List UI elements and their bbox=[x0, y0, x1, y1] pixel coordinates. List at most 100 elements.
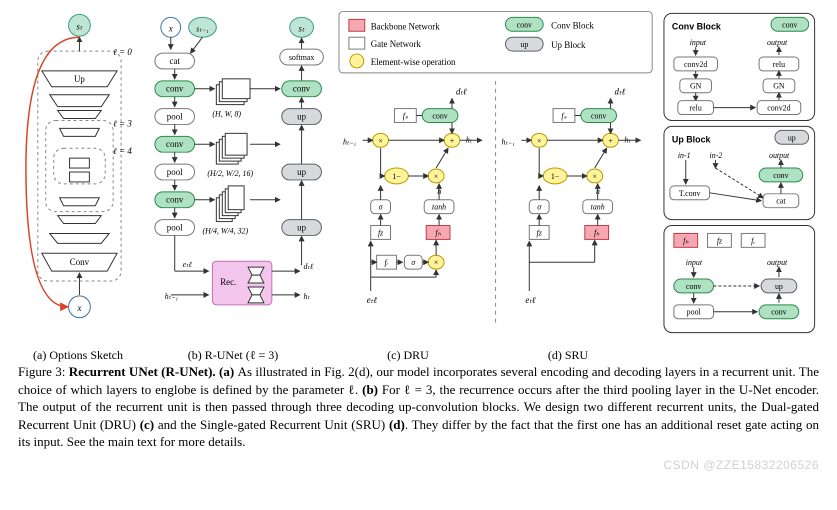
st-label: sₜ bbox=[76, 21, 82, 31]
dim3: (H/4, W/4, 32) bbox=[202, 226, 248, 235]
dim1: (H, W, 8) bbox=[212, 110, 241, 119]
decoder-column: softmax conv up up up bbox=[280, 49, 324, 265]
ub-in1: in-1 bbox=[678, 151, 691, 160]
legend-conv-tag: conv bbox=[517, 20, 532, 29]
ub-conv: conv bbox=[774, 171, 789, 180]
sru-fz: fz bbox=[537, 228, 542, 237]
dl-out: dₜℓ bbox=[303, 262, 313, 271]
cb-n2: relu bbox=[773, 60, 785, 69]
convblock-title: Conv Block bbox=[672, 21, 721, 31]
up3: up bbox=[297, 222, 306, 232]
rec-box: Rec. bbox=[220, 277, 236, 287]
fm-stacks bbox=[216, 79, 250, 222]
legend-up-tag: up bbox=[521, 40, 529, 49]
subcaption-row: (a) Options Sketch (b) R-UNet (ℓ = 3) (c… bbox=[18, 348, 819, 363]
panel-b: x sₜ₋₁ sₜ cat conv pool conv pool conv p… bbox=[143, 8, 331, 338]
sru-el: eₜℓ bbox=[526, 295, 537, 305]
encoder-column: cat conv pool conv pool conv pool bbox=[155, 53, 195, 235]
sru: dₜℓ fₛ conv hₜ₋₁ × + hₜ 1− × σ tanh ĥ fz… bbox=[502, 87, 641, 305]
htm1-in: hₜ₋₁ bbox=[165, 292, 178, 301]
svg-text:×: × bbox=[434, 258, 438, 267]
svg-text:+: + bbox=[609, 136, 614, 145]
el-in: eₜℓ bbox=[183, 260, 193, 269]
figcap-td: (d) bbox=[389, 417, 405, 432]
sru-one: 1− bbox=[551, 172, 560, 181]
cat-pill: cat bbox=[169, 56, 180, 66]
ub-in2: in-2 bbox=[710, 151, 723, 160]
legend-conv: Conv Block bbox=[551, 20, 594, 30]
st-node: sₜ bbox=[298, 23, 304, 33]
pool3: pool bbox=[167, 222, 183, 232]
cb-n1: conv2d bbox=[684, 60, 707, 69]
up1: up bbox=[297, 111, 306, 121]
upblock-tag: up bbox=[788, 133, 796, 142]
sru-tanh: tanh bbox=[591, 203, 605, 212]
cap-c: (c) DRU bbox=[328, 348, 488, 363]
upblock-title: Up Block bbox=[672, 134, 711, 144]
fb-up: up bbox=[775, 282, 783, 291]
figcap-lead: Figure 3: bbox=[18, 364, 69, 379]
panel-a: sₜ ℓ = 0 ℓ = 3 ℓ = 4 Up Conv x bbox=[18, 8, 137, 338]
cb-out: output bbox=[767, 38, 788, 47]
svg-text:×: × bbox=[537, 136, 541, 145]
fb-conv2: conv bbox=[772, 308, 787, 317]
dru-dl: dₜℓ bbox=[456, 87, 467, 97]
fb-fh: fₕ bbox=[683, 236, 689, 245]
dru-fz: fz bbox=[378, 228, 383, 237]
legend-backbone: Backbone Network bbox=[371, 21, 441, 31]
panel-e: Conv Block conv input output conv2d relu… bbox=[660, 8, 819, 338]
svg-text:×: × bbox=[434, 172, 438, 181]
l4-label: ℓ = 4 bbox=[113, 146, 132, 156]
conv3: conv bbox=[166, 195, 184, 205]
fb-fz: fz bbox=[717, 236, 722, 245]
x-node: x bbox=[168, 23, 173, 33]
figure-row: sₜ ℓ = 0 ℓ = 3 ℓ = 4 Up Conv x x sₜ₋₁ sₜ… bbox=[18, 8, 819, 338]
dim2: (H/2, W/2, 16) bbox=[207, 169, 253, 178]
figure-caption: Figure 3: Recurrent UNet (R-UNet). (a) A… bbox=[18, 363, 819, 451]
panel-cd: Backbone Network Gate Network Element-wi… bbox=[337, 8, 654, 338]
l3-label: ℓ = 3 bbox=[113, 118, 132, 128]
fb-conv: conv bbox=[686, 282, 701, 291]
conv-label: Conv bbox=[70, 257, 90, 267]
conv1: conv bbox=[166, 84, 184, 94]
ub-out: output bbox=[769, 151, 790, 160]
x-label: x bbox=[76, 303, 81, 313]
figcap-c: and the Single-gated Recurrent Unit (SRU… bbox=[158, 417, 389, 432]
sru-fh: fₕ bbox=[594, 228, 600, 237]
convblock-tag: conv bbox=[783, 20, 798, 29]
stm1-node: sₜ₋₁ bbox=[196, 24, 209, 33]
svg-text:×: × bbox=[593, 172, 597, 181]
dru-tanh: tanh bbox=[432, 203, 446, 212]
cap-b: (b) R-UNet (ℓ = 3) bbox=[138, 348, 328, 363]
legend-gate: Gate Network bbox=[371, 39, 422, 49]
cb-n6: conv2d bbox=[768, 104, 791, 113]
svg-text:+: + bbox=[450, 136, 455, 145]
softmax: softmax bbox=[289, 53, 315, 62]
dru-ht: hₜ bbox=[466, 135, 473, 144]
watermark: CSDN @ZZE15832206526 bbox=[663, 458, 819, 472]
fb-pool: pool bbox=[687, 308, 702, 317]
pool2: pool bbox=[167, 167, 183, 177]
ub-cat: cat bbox=[777, 197, 787, 206]
figcap-tb: (b) bbox=[362, 382, 382, 397]
dru-fh: fₕ bbox=[436, 228, 442, 237]
sru-htm1: hₜ₋₁ bbox=[502, 137, 515, 146]
dru-htm1: hₜ₋₁ bbox=[343, 137, 356, 146]
cb-n3: GN bbox=[690, 82, 702, 91]
ub-tconv: T.conv bbox=[679, 189, 701, 198]
cb-n4: GN bbox=[774, 82, 786, 91]
sru-fs: fₛ bbox=[562, 111, 567, 120]
dconv: conv bbox=[293, 84, 311, 94]
legend-up: Up Block bbox=[551, 40, 586, 50]
dru-el: eₜℓ bbox=[367, 295, 378, 305]
figcap-tc: (c) bbox=[140, 417, 158, 432]
up-label: Up bbox=[74, 74, 85, 84]
up2: up bbox=[297, 167, 306, 177]
fb-fr: fᵣ bbox=[752, 236, 756, 245]
cb-in: input bbox=[690, 38, 707, 47]
dru-fr: fᵣ bbox=[385, 258, 389, 267]
cap-a: (a) Options Sketch bbox=[18, 348, 138, 363]
dru-conv: conv bbox=[433, 111, 448, 120]
svg-text:×: × bbox=[379, 136, 383, 145]
pool1: pool bbox=[167, 111, 183, 121]
